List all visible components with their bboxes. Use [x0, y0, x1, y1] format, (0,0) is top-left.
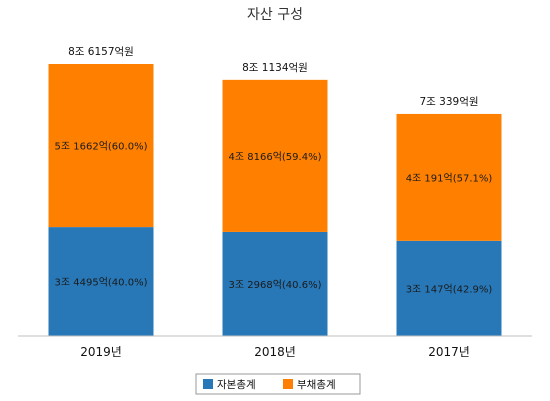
segment-label-equity-2: 3조 147억(42.9%) — [406, 283, 493, 295]
legend-swatch-equity — [203, 379, 213, 389]
category-labels: 2019년 2018년 2017년 — [80, 345, 470, 359]
legend-label-liabilities: 부채총계 — [297, 379, 336, 391]
bar-equity-1 — [222, 231, 328, 336]
total-label-2: 7조 339억원 — [419, 96, 478, 108]
legend-swatch-liabilities — [283, 379, 293, 389]
category-label-2: 2017년 — [428, 345, 470, 359]
segment-label-liabilities-2: 4조 191억(57.1%) — [406, 172, 493, 184]
labels-group: 3조 4495억(40.0%) 5조 1662억(60.0%) 8조 6157억원 3… — [55, 46, 493, 295]
chart-title: 자산 구성 — [247, 7, 303, 23]
bar-liabilities-1 — [222, 79, 328, 232]
segment-label-liabilities-0: 5조 1662억(60.0%) — [55, 141, 148, 153]
segment-label-equity-1: 3조 2968억(40.6%) — [229, 279, 322, 291]
bar-liabilities-0 — [48, 64, 154, 228]
legend: 자본총계 부채총계 — [195, 373, 361, 395]
bar-equity-2 — [396, 240, 502, 336]
bar-liabilities-2 — [396, 113, 502, 241]
bar-equity-0 — [48, 227, 154, 336]
legend-box — [195, 373, 361, 395]
segment-label-equity-0: 3조 4495억(40.0%) — [55, 277, 148, 289]
category-label-1: 2018년 — [254, 345, 296, 359]
segment-label-liabilities-1: 4조 8166억(59.4%) — [229, 151, 322, 163]
bars-group — [48, 64, 502, 336]
legend-label-equity: 자본총계 — [217, 379, 256, 391]
category-label-0: 2019년 — [80, 345, 122, 359]
total-label-0: 8조 6157억원 — [68, 46, 134, 58]
total-label-1: 8조 1134억원 — [242, 62, 308, 74]
